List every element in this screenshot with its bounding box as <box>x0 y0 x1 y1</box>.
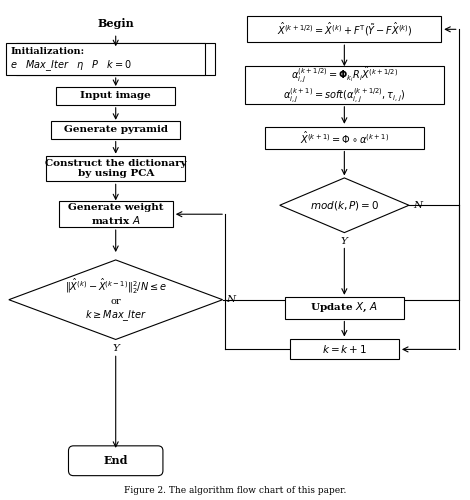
Text: Initialization:: Initialization: <box>10 46 85 56</box>
Text: Figure 2. The algorithm flow chart of this paper.: Figure 2. The algorithm flow chart of th… <box>124 486 346 495</box>
Text: $e$   $Max\_Iter$   $\eta$   $P$   $k=0$: $e$ $Max\_Iter$ $\eta$ $P$ $k=0$ <box>10 58 133 72</box>
Text: $\alpha_{i,j}^{(k+1/2)}=\mathbf{\Phi}_{k_i}R_i\hat{X}^{(k+1/2)}$
$\alpha_{i,j}^{: $\alpha_{i,j}^{(k+1/2)}=\mathbf{\Phi}_{k… <box>283 64 406 106</box>
Bar <box>51 121 180 138</box>
Text: $\hat{X}^{(k+1/2)}=\hat{X}^{(k)}+F^{\mathrm{T}}(\tilde{Y}-F\hat{X}^{(k)})$: $\hat{X}^{(k+1/2)}=\hat{X}^{(k)}+F^{\mat… <box>276 20 412 38</box>
Bar <box>59 202 173 227</box>
Text: N: N <box>413 201 422 210</box>
Bar <box>56 87 175 105</box>
Text: Construct the dictionary
by using PCA: Construct the dictionary by using PCA <box>45 159 187 178</box>
Text: Input image: Input image <box>80 92 151 100</box>
Text: $mod(k,P)=0$: $mod(k,P)=0$ <box>310 199 379 212</box>
Text: $k=k+1$: $k=k+1$ <box>322 344 367 355</box>
Bar <box>46 156 185 182</box>
Bar <box>285 296 404 318</box>
Polygon shape <box>9 260 223 340</box>
Bar <box>247 16 441 42</box>
Text: Begin: Begin <box>97 18 134 29</box>
Text: Y: Y <box>112 344 119 354</box>
Text: End: End <box>103 455 128 466</box>
Text: Update $X$, $A$: Update $X$, $A$ <box>310 301 378 314</box>
Polygon shape <box>280 178 409 233</box>
Bar <box>290 340 399 359</box>
FancyBboxPatch shape <box>69 446 163 476</box>
Text: Generate weight
matrix $A$: Generate weight matrix $A$ <box>68 202 164 226</box>
Bar <box>16 43 215 75</box>
Text: Generate pyramid: Generate pyramid <box>64 125 168 134</box>
Bar <box>7 43 205 75</box>
Text: Y: Y <box>341 236 348 246</box>
Bar <box>265 126 424 148</box>
Text: $\hat{X}^{(k+1)}=\Phi\circ\alpha^{(k+1)}$: $\hat{X}^{(k+1)}=\Phi\circ\alpha^{(k+1)}… <box>300 130 389 146</box>
Bar <box>245 66 444 104</box>
Text: $\|\hat{X}^{(k)}-\hat{X}^{(k-1)}\|_2^2/N \leq e$
or
$k \geq Max\_Iter$: $\|\hat{X}^{(k)}-\hat{X}^{(k-1)}\|_2^2/N… <box>65 276 167 323</box>
Text: N: N <box>227 295 235 304</box>
